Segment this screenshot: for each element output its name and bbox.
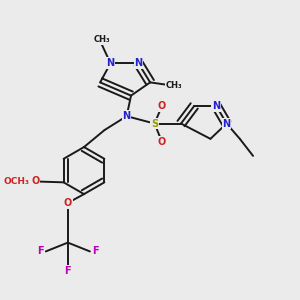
Text: CH₃: CH₃ <box>166 81 183 90</box>
Text: F: F <box>92 246 98 256</box>
Text: N: N <box>223 118 231 128</box>
Text: O: O <box>64 198 72 208</box>
Text: N: N <box>134 58 142 68</box>
Text: CH₃: CH₃ <box>93 35 110 44</box>
Text: F: F <box>37 246 44 256</box>
Text: O: O <box>158 137 166 147</box>
Text: O: O <box>32 176 40 187</box>
Text: N: N <box>212 101 220 111</box>
Text: N: N <box>106 58 115 68</box>
Text: N: N <box>123 111 131 121</box>
Text: OCH₃: OCH₃ <box>4 177 30 186</box>
Text: F: F <box>64 266 71 275</box>
Text: S: S <box>151 118 158 128</box>
Text: O: O <box>158 101 166 111</box>
